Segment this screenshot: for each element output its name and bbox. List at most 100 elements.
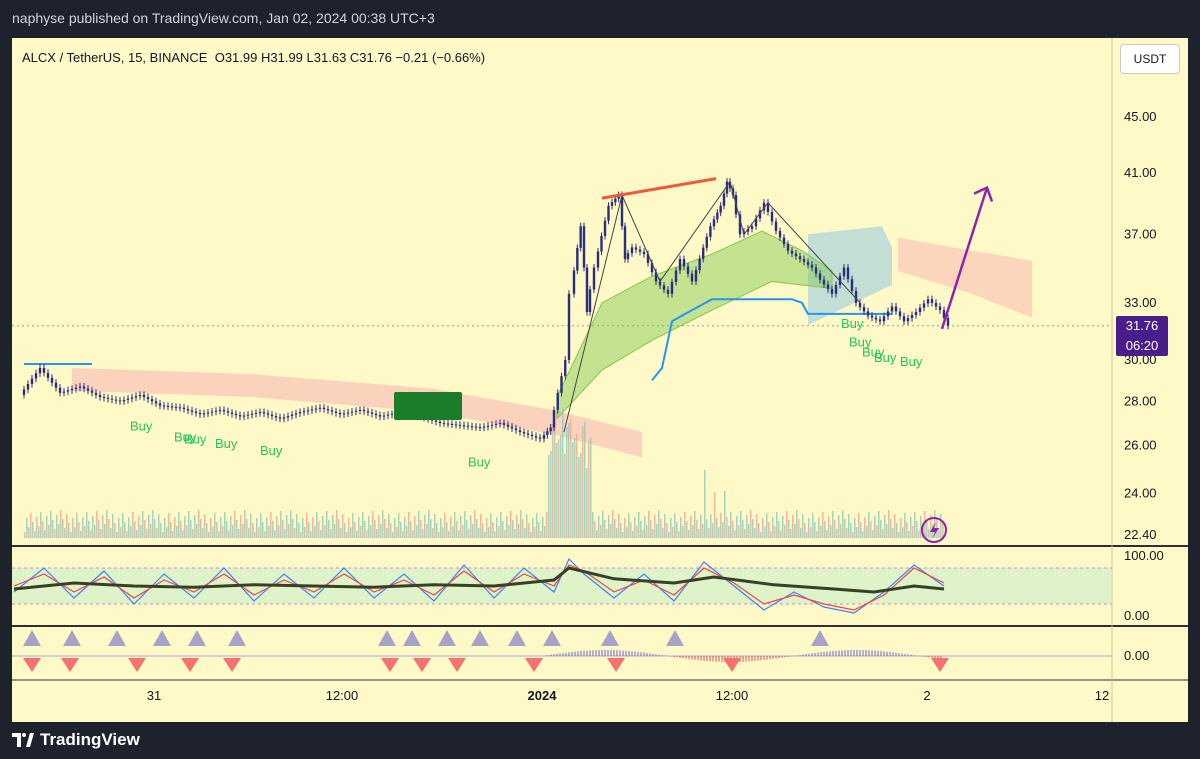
volume-bar bbox=[870, 521, 872, 538]
volume-bar bbox=[612, 510, 614, 538]
candle-body bbox=[390, 413, 394, 415]
volume-bar bbox=[670, 518, 672, 538]
volume-bar bbox=[324, 525, 326, 538]
stoch-d-line bbox=[13, 564, 945, 611]
momentum-down-triangle bbox=[525, 658, 543, 672]
volume-bar bbox=[602, 511, 604, 538]
candle-body bbox=[588, 289, 592, 312]
volume-bar bbox=[284, 529, 286, 538]
candle-body bbox=[74, 387, 78, 390]
candle-body bbox=[438, 421, 442, 424]
volume-bar bbox=[512, 520, 514, 538]
volume-bar bbox=[496, 517, 498, 538]
volume-bar bbox=[506, 516, 508, 538]
candle-body bbox=[802, 259, 806, 262]
volume-bar bbox=[308, 522, 310, 538]
volume-bar bbox=[520, 510, 522, 538]
candle-body bbox=[470, 426, 474, 428]
volume-bar bbox=[178, 512, 180, 538]
candle-body bbox=[70, 389, 74, 391]
volume-bar bbox=[802, 514, 804, 538]
volume-bar bbox=[886, 524, 888, 538]
candle-body bbox=[626, 253, 630, 260]
chart-area[interactable]: 22.40 24.00 26.00 28.00 30.00 33.00 37.00 41.00… bbox=[12, 38, 1188, 722]
volume-bar bbox=[730, 512, 732, 538]
volume-bar bbox=[358, 517, 360, 538]
volume-bar bbox=[760, 532, 762, 538]
volume-bar bbox=[758, 523, 760, 538]
volume-bar bbox=[282, 520, 284, 538]
volume-bar bbox=[764, 527, 766, 538]
volume-bar bbox=[236, 520, 238, 538]
volume-bar bbox=[620, 523, 622, 538]
volume-bar bbox=[442, 527, 444, 538]
candle-body bbox=[466, 425, 470, 427]
volume-bar bbox=[692, 525, 694, 538]
x-tick-label: 12:00 bbox=[716, 688, 749, 703]
volume-bar bbox=[660, 519, 662, 538]
volume-bar bbox=[772, 517, 774, 538]
candle-body bbox=[494, 423, 498, 425]
volume-bar bbox=[476, 519, 478, 538]
tradingview-logo[interactable]: TradingView bbox=[12, 730, 140, 750]
price-chart-svg[interactable]: 22.4024.0026.0028.0030.0033.0037.0041.00… bbox=[12, 38, 1188, 722]
volume-bar bbox=[274, 530, 276, 538]
volume-bar bbox=[910, 517, 912, 538]
currency-button[interactable]: USDT bbox=[1120, 44, 1180, 74]
volume-bar bbox=[934, 510, 936, 538]
y-tick-label: 22.40 bbox=[1124, 527, 1157, 542]
volume-bar bbox=[680, 517, 682, 538]
volume-bar bbox=[444, 513, 446, 538]
volume-bar bbox=[724, 491, 726, 538]
volume-bar bbox=[524, 528, 526, 538]
x-tick-label: 2 bbox=[923, 688, 930, 703]
volume-bar bbox=[216, 522, 218, 538]
candle-body bbox=[906, 318, 910, 322]
volume-bar bbox=[166, 527, 168, 538]
volume-bar bbox=[290, 510, 292, 538]
candle-body bbox=[874, 317, 878, 320]
volume-bar bbox=[360, 526, 362, 538]
candle-body bbox=[462, 425, 466, 427]
candle-body bbox=[34, 373, 38, 379]
volume-bar bbox=[96, 511, 98, 538]
candle-body bbox=[26, 383, 30, 390]
candle-body bbox=[914, 311, 918, 316]
candle-body bbox=[322, 407, 326, 410]
volume-bar bbox=[492, 522, 494, 538]
volume-bar bbox=[860, 522, 862, 538]
momentum-up-triangle bbox=[403, 630, 421, 646]
candle-body bbox=[334, 411, 338, 413]
volume-bar bbox=[478, 528, 480, 538]
volume-bar bbox=[762, 518, 764, 538]
volume-bar bbox=[214, 513, 216, 538]
volume-bar bbox=[608, 515, 610, 538]
candle-body bbox=[766, 202, 770, 213]
volume-bar bbox=[448, 531, 450, 538]
candle-body bbox=[546, 431, 549, 436]
candle-body bbox=[246, 414, 250, 416]
volume-bar bbox=[566, 427, 568, 538]
candle-body bbox=[630, 247, 634, 254]
volume-bar bbox=[882, 529, 884, 538]
candle-body bbox=[794, 253, 798, 257]
candle-body bbox=[942, 310, 946, 318]
volume-bar bbox=[570, 419, 572, 538]
tradingview-logo-icon bbox=[12, 733, 34, 747]
y-tick-label: 24.00 bbox=[1124, 486, 1157, 501]
candle-body bbox=[798, 256, 802, 260]
volume-bar bbox=[58, 524, 60, 538]
volume-bar bbox=[162, 532, 164, 538]
symbol-name[interactable]: ALCX / TetherUS, 15, BINANCE bbox=[22, 50, 208, 65]
momentum-down-triangle bbox=[931, 658, 949, 672]
candle-body bbox=[146, 397, 150, 400]
volume-bar bbox=[298, 523, 300, 538]
candle-body bbox=[342, 413, 346, 415]
volume-bar bbox=[534, 527, 536, 538]
volume-bar bbox=[390, 523, 392, 538]
volume-bar bbox=[938, 528, 940, 538]
momentum-up-triangle bbox=[601, 630, 619, 646]
volume-bar bbox=[404, 517, 406, 538]
volume-bar bbox=[542, 517, 544, 538]
volume-bar bbox=[266, 517, 268, 538]
